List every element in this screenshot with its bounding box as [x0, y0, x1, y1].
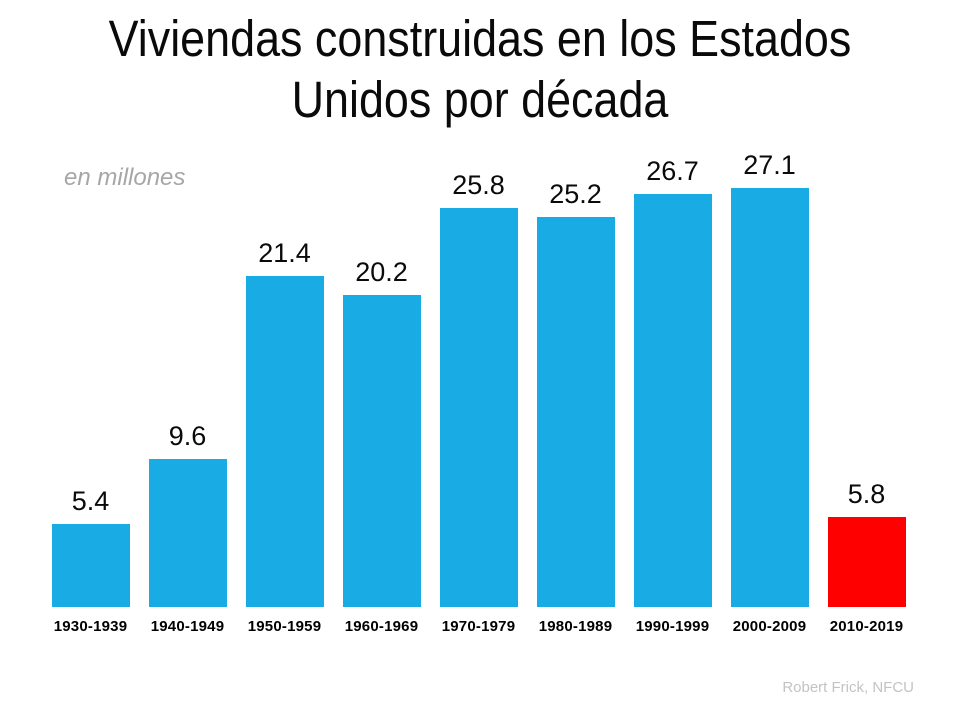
- x-axis-label: 1930-1939: [53, 618, 128, 635]
- bar-column: 5.4: [42, 485, 139, 607]
- chart-title-line-1: Viviendas construidas en los Estados: [108, 10, 852, 67]
- x-axis-label: 1980-1989: [538, 618, 613, 635]
- bar-value-label: 20.2: [355, 257, 408, 287]
- chart-title-line-2: Unidos por década: [291, 71, 669, 128]
- x-axis: 1930-1939 1940-1949 1950-1959 1960-1969 1970…: [42, 618, 915, 635]
- bar-1960-1969: [342, 295, 421, 607]
- bar-value-label: 25.2: [549, 179, 602, 209]
- bar-2000-2009: [730, 188, 809, 607]
- bar-column: 27.1: [721, 149, 818, 607]
- bar-column: 25.8: [430, 169, 527, 607]
- bar-1940-1949: [148, 459, 227, 607]
- bar-value-label: 5.8: [847, 479, 886, 509]
- bar-value-label: 9.6: [168, 421, 207, 451]
- x-axis-label: 2010-2019: [829, 618, 904, 635]
- x-axis-label: 1950-1959: [247, 618, 322, 635]
- bar-1980-1989: [536, 217, 615, 607]
- bar-column: 5.8: [818, 478, 915, 607]
- bar-column: 26.7: [624, 155, 721, 607]
- bar-column: 9.6: [139, 420, 236, 607]
- chart-subtitle: en millones: [64, 164, 186, 191]
- bar-1990-1999: [633, 194, 712, 607]
- bar-2010-2019: [827, 517, 906, 607]
- bar-value-label: 26.7: [646, 156, 699, 186]
- chart-title: Viviendas construidas en los Estados Uni…: [0, 8, 960, 130]
- bar-value-label: 25.8: [452, 170, 505, 200]
- x-axis-label: 1940-1949: [150, 618, 225, 635]
- bar-1970-1979: [439, 208, 518, 607]
- bar-column: 20.2: [333, 256, 430, 607]
- bar-1950-1959: [245, 276, 324, 607]
- x-axis-label: 1970-1979: [441, 618, 516, 635]
- x-axis-label: 1990-1999: [635, 618, 710, 635]
- bar-value-label: 5.4: [71, 486, 110, 516]
- attribution-text: Robert Frick, NFCU: [782, 679, 914, 696]
- bar-chart: 5.4 9.6 21.4 20.2 25.8 25.2 26.7 27.1 5.8: [42, 107, 915, 607]
- x-axis-label: 2000-2009: [732, 618, 807, 635]
- bar-column: 21.4: [236, 237, 333, 607]
- x-axis-label: 1960-1969: [344, 618, 419, 635]
- bar-value-label: 27.1: [743, 150, 796, 180]
- bar-value-label: 21.4: [258, 238, 311, 268]
- bar-1930-1939: [51, 524, 130, 607]
- bar-column: 25.2: [527, 178, 624, 607]
